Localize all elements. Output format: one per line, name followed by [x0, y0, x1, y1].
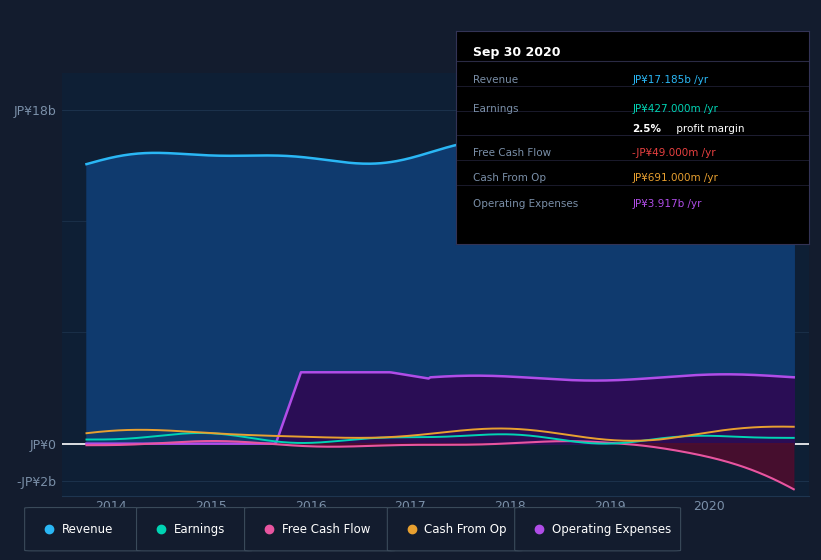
Text: Sep 30 2020: Sep 30 2020	[474, 46, 561, 59]
Text: Cash From Op: Cash From Op	[424, 522, 507, 536]
Text: JP¥427.000m /yr: JP¥427.000m /yr	[632, 104, 718, 114]
Text: JP¥3.917b /yr: JP¥3.917b /yr	[632, 199, 702, 209]
Text: JP¥17.185b /yr: JP¥17.185b /yr	[632, 76, 709, 86]
FancyBboxPatch shape	[136, 507, 252, 551]
Text: -JP¥49.000m /yr: -JP¥49.000m /yr	[632, 148, 716, 158]
Text: Revenue: Revenue	[62, 522, 113, 536]
FancyBboxPatch shape	[515, 507, 681, 551]
Text: JP¥691.000m /yr: JP¥691.000m /yr	[632, 174, 718, 183]
Text: Cash From Op: Cash From Op	[474, 174, 546, 183]
FancyBboxPatch shape	[245, 507, 395, 551]
Text: 2.5%: 2.5%	[632, 124, 661, 134]
Text: Earnings: Earnings	[173, 522, 225, 536]
FancyBboxPatch shape	[25, 507, 140, 551]
Text: Revenue: Revenue	[474, 76, 518, 86]
Text: Free Cash Flow: Free Cash Flow	[474, 148, 552, 158]
Text: Operating Expenses: Operating Expenses	[474, 199, 579, 209]
FancyBboxPatch shape	[388, 507, 522, 551]
Text: profit margin: profit margin	[672, 124, 745, 134]
Text: Operating Expenses: Operating Expenses	[552, 522, 671, 536]
Text: Free Cash Flow: Free Cash Flow	[282, 522, 370, 536]
Text: Earnings: Earnings	[474, 104, 519, 114]
